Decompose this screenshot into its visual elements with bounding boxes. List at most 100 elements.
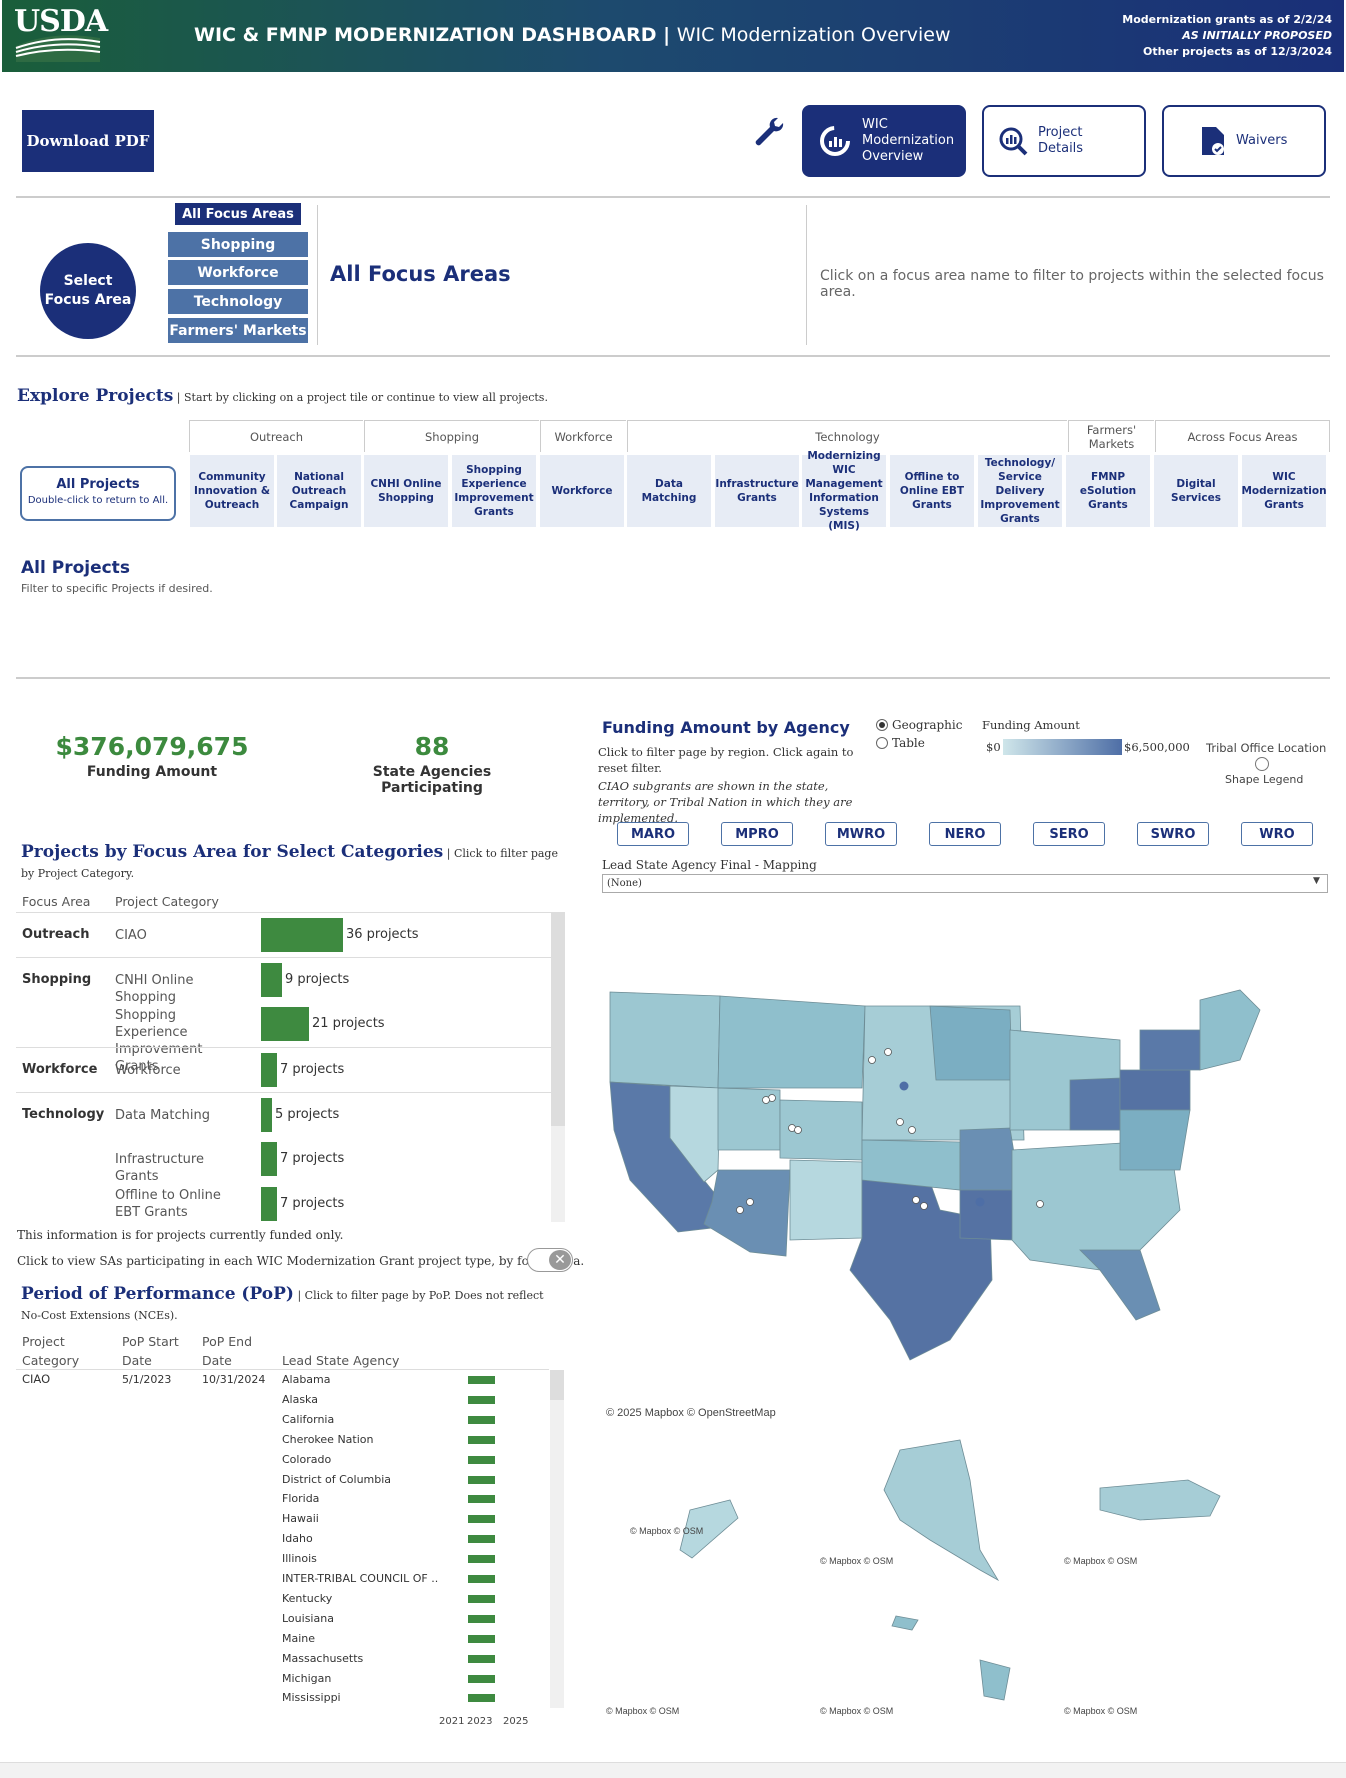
map-credit: © Mapbox © OSM [630,1526,703,1536]
focus-shopping-button[interactable]: Shopping [168,232,308,257]
map-credit: © 2025 Mapbox © OpenStreetMap [606,1407,776,1419]
table-row[interactable]: Offline to Online EBT Grants 7 projects [16,1182,551,1227]
project-count-bar[interactable] [261,963,282,997]
scrollbar[interactable] [550,1370,564,1708]
region-mwro-button[interactable]: MWRO [825,822,897,846]
divider [16,1369,549,1370]
project-count-label: 36 projects [346,927,419,942]
proposed-note: AS INITIALLY PROPOSED [1182,29,1332,42]
download-pdf-button[interactable]: Download PDF [22,110,154,172]
project-tile[interactable]: Infrastructure Grants [715,455,799,527]
pop-gantt-bar[interactable] [468,1455,495,1464]
region-sero-button[interactable]: SERO [1033,822,1105,846]
pop-gantt-bar[interactable] [468,1495,495,1504]
magnifier-chart-icon [999,127,1028,156]
divider [16,677,1330,679]
focus-technology-button[interactable]: Technology [168,289,308,314]
table-row[interactable]: Workforce Workforce 7 projects [16,1047,551,1092]
tribal-office-label: Tribal Office Location [1206,741,1327,755]
lead-agency-select[interactable]: (None) [602,874,1328,893]
nav-waivers-button[interactable]: Waivers [1162,105,1326,177]
dashboard-title: WIC & FMNP MODERNIZATION DASHBOARD [194,24,657,46]
pop-gantt-bar[interactable] [468,1555,495,1564]
all-projects-button[interactable]: All Projects Double-click to return to A… [20,466,176,521]
pop-gantt-bar[interactable] [468,1395,495,1404]
map-credit: © Mapbox © OSM [820,1556,893,1566]
us-choropleth-map[interactable]: © 2025 Mapbox © OpenStreetMap © Mapbox ©… [600,970,1330,1720]
pop-gantt-bar[interactable] [468,1515,495,1524]
nav-project-details-button[interactable]: Project Details [982,105,1146,177]
scrollbar-thumb[interactable] [550,1370,564,1400]
legend-min: $0 [986,740,1001,754]
project-tile[interactable]: Workforce [540,455,624,527]
table-row[interactable]: Outreach CIAO 36 projects [16,912,551,957]
radio-geographic[interactable]: Geographic [876,718,962,732]
project-count-bar[interactable] [261,1187,277,1221]
project-count-bar[interactable] [261,1007,309,1041]
table-row[interactable]: Shopping CNHI Online Shopping 9 projects [16,957,551,1005]
tribal-office-marker [736,1206,744,1214]
project-count-bar[interactable] [261,1142,277,1176]
nav-wic-overview-button[interactable]: WIC Modernization Overview [802,105,966,177]
table-row[interactable]: Shopping Experience Improvement Grants 21… [16,1002,551,1074]
agencies-value: 88 [414,732,450,761]
region-swro-button[interactable]: SWRO [1137,822,1209,846]
map-state-nevada [669,1085,721,1183]
explore-projects-heading: Explore Projects | Start by clicking on … [17,386,548,406]
pop-gantt-bar[interactable] [468,1575,495,1583]
pop-gantt-bar[interactable] [468,1694,495,1703]
col-pop-end: PoP End Date [202,1334,253,1368]
focus-all-button[interactable]: All Focus Areas [175,203,301,225]
project-tile[interactable]: Data Matching [627,455,711,527]
pop-gantt-bar[interactable] [468,1376,495,1384]
scrollbar-thumb[interactable] [551,912,565,1126]
lead-agency-cell: Florida [282,1492,320,1506]
group-shopping: Shopping [364,420,539,452]
pop-category-cell[interactable]: CIAO [22,1372,51,1386]
pop-gantt-bar[interactable] [468,1594,495,1603]
project-tile[interactable]: FMNP eSolution Grants [1066,455,1150,527]
pop-gantt-bar[interactable] [468,1475,495,1484]
project-count-bar[interactable] [261,918,343,952]
pop-gantt-bar[interactable] [468,1535,495,1544]
project-tile[interactable]: Offline to Online EBT Grants [890,455,974,527]
pop-gantt-bar[interactable] [468,1614,495,1623]
region-mpro-button[interactable]: MPRO [721,822,793,846]
focus-farmers-markets-button[interactable]: Farmers' Markets [168,318,308,343]
table-row[interactable]: Infrastructure Grants 7 projects [16,1137,551,1184]
table-row[interactable]: Technology Data Matching 5 projects [16,1092,551,1137]
project-tile[interactable]: Digital Services [1154,455,1238,527]
project-tile[interactable]: WIC Modernization Grants [1241,455,1327,527]
lead-agency-cell: Alabama [282,1373,331,1386]
col-pop-category: Project Category [22,1334,80,1368]
pop-gantt-bar[interactable] [468,1654,495,1663]
focus-instructions: Click on a focus area name to filter to … [820,268,1324,300]
pop-gantt-bar[interactable] [468,1674,495,1683]
lead-agency-cell: Mississippi [282,1691,341,1705]
project-count-bar[interactable] [261,1098,272,1132]
pop-gantt-bar[interactable] [468,1415,495,1424]
project-tile[interactable]: CNHI Online Shopping [364,455,448,527]
pop-gantt-bar[interactable] [468,1435,495,1444]
project-tile[interactable]: Modernizing WIC Management Information S… [802,450,886,532]
radio-table[interactable]: Table [876,736,925,750]
map-state-texas [849,1179,993,1361]
project-tile[interactable]: Shopping Experience Improvement Grants [452,455,536,527]
pop-title: Period of Performance (PoP) [21,1284,294,1304]
project-tile[interactable]: Community Innovation & Outreach [190,455,274,527]
region-maro-button[interactable]: MARO [617,822,689,846]
tribal-office-marker [746,1198,754,1206]
all-projects-hint: Double-click to return to All. [27,495,169,506]
focus-workforce-button[interactable]: Workforce [168,260,308,285]
region-nero-button[interactable]: NERO [929,822,1001,846]
project-tile[interactable]: Technology/ Service Delivery Improvement… [978,455,1062,527]
funding-amount-label: Funding Amount [86,764,218,780]
region-wro-button[interactable]: WRO [1241,822,1313,846]
project-tile[interactable]: National Outreach Campaign [277,455,361,527]
wrench-icon[interactable] [748,112,788,152]
pop-gantt-bar[interactable] [468,1634,495,1643]
col-lead-agency: Lead State Agency [282,1353,400,1368]
close-icon[interactable]: ✕ [549,1250,571,1270]
project-count-bar[interactable] [261,1053,277,1087]
chevron-down-icon[interactable]: ▼ [1313,876,1320,886]
